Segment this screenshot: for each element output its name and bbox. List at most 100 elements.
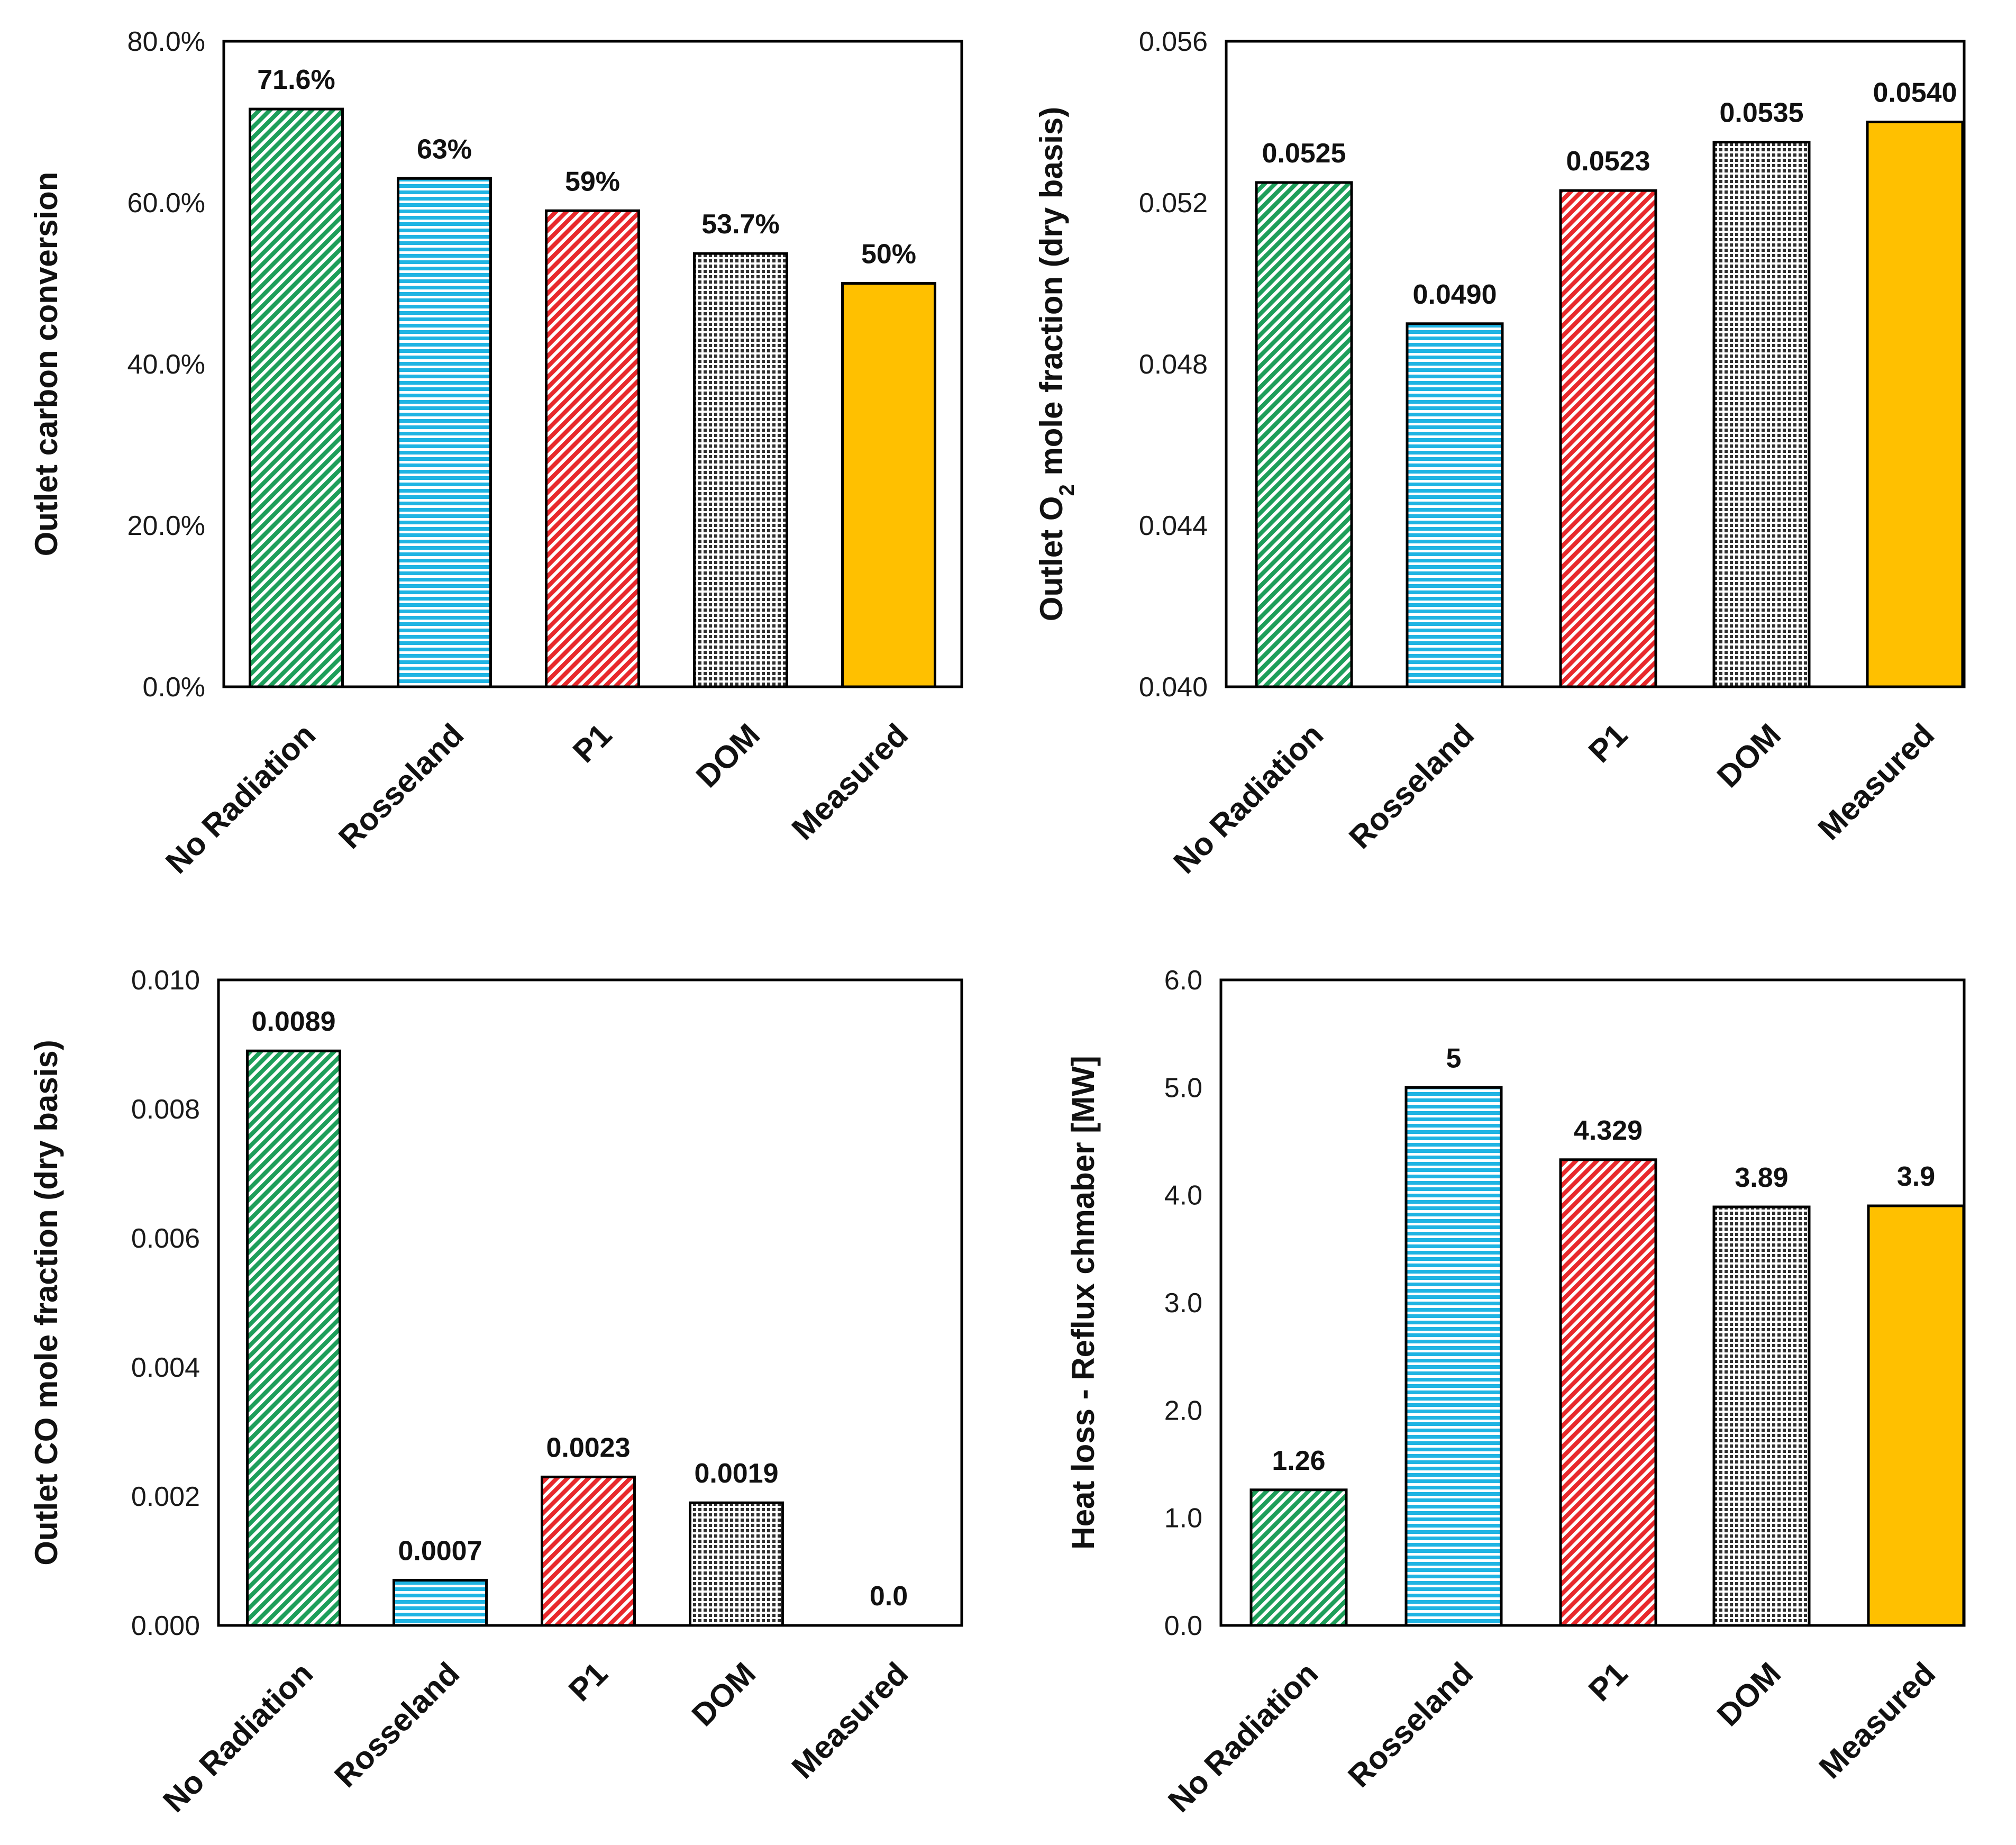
data-label-measured: 0.0 <box>870 1581 908 1612</box>
panel-o2: 0.040 0.044 0.048 0.052 0.056 0.0525 0.0490 0.… <box>1034 26 1966 880</box>
bars <box>1255 121 1964 688</box>
y-tick-label: 0.006 <box>131 1223 200 1254</box>
category-label-p1: P1 <box>1582 717 1634 769</box>
bar-dom <box>1712 141 1811 688</box>
y-tick-label: 3.0 <box>1164 1288 1202 1319</box>
bar-dom <box>693 252 788 688</box>
category-labels: No Radiation Rosseland P1 DOM Measured <box>156 1656 915 1819</box>
y-tick-label: 80.0% <box>127 26 205 57</box>
category-labels: No Radiation Rosseland P1 DOM Measured <box>1166 717 1941 880</box>
category-label-p1: P1 <box>1582 1656 1634 1708</box>
y-tick-label: 20.0% <box>127 511 205 541</box>
y-tick-label: 0.040 <box>1139 672 1208 703</box>
bar-p1 <box>1559 189 1657 688</box>
y-tick-label: 40.0% <box>127 349 205 380</box>
bar-rosseland <box>393 1579 488 1627</box>
y-tick-label: 0.010 <box>131 965 200 996</box>
y-axis-label: Outlet O2 mole fraction (dry basis) <box>1034 107 1079 621</box>
category-label-measured: Measured <box>785 1656 915 1785</box>
data-label-no-radiation: 1.26 <box>1272 1446 1325 1476</box>
data-label-p1: 4.329 <box>1574 1115 1643 1146</box>
y-tick-label: 1.0 <box>1164 1503 1202 1534</box>
data-label-measured: 3.9 <box>1897 1161 1935 1192</box>
category-label-measured: Measured <box>1811 717 1941 847</box>
category-label-no-radiation: No Radiation <box>156 1656 320 1819</box>
y-axis-label-post: mole fraction (dry basis) <box>1034 107 1069 485</box>
data-label-rosseland: 0.0490 <box>1412 279 1497 310</box>
data-label-dom: 0.0535 <box>1719 98 1803 129</box>
data-label-dom: 0.0019 <box>694 1458 778 1489</box>
y-tick-label: 60.0% <box>127 188 205 219</box>
panel-carbon: 0.0% 20.0% 40.0% 60.0% 80.0% 71.6% 63% 59% 53.7… <box>29 26 963 880</box>
category-label-rosseland: Rosseland <box>327 1656 466 1794</box>
bars <box>1249 1086 1965 1627</box>
y-axis-label-sub: 2 <box>1055 484 1079 496</box>
bar-rosseland <box>1404 1086 1503 1627</box>
data-labels: 0.0525 0.0490 0.0523 0.0535 0.0540 <box>1262 78 1957 310</box>
y-tick-labels: 0.0% 20.0% 40.0% 60.0% 80.0% <box>127 26 205 703</box>
y-tick-labels: 0.000 0.002 0.004 0.006 0.008 0.010 <box>131 965 200 1641</box>
category-label-no-radiation: No Radiation <box>159 717 322 880</box>
y-tick-label: 0.044 <box>1139 511 1208 541</box>
category-label-dom: DOM <box>689 717 767 794</box>
bar-p1 <box>545 209 640 688</box>
y-axis-label: Outlet carbon conversion <box>29 172 64 557</box>
bar-p1 <box>541 1475 636 1627</box>
category-labels: No Radiation Rosseland P1 DOM Measured <box>159 717 915 880</box>
y-tick-label: 2.0 <box>1164 1395 1202 1426</box>
category-label-rosseland: Rosseland <box>1341 1656 1480 1794</box>
y-tick-labels: 0.040 0.044 0.048 0.052 0.056 <box>1139 26 1208 703</box>
bar-p1 <box>1559 1158 1657 1627</box>
category-label-no-radiation: No Radiation <box>1166 717 1330 880</box>
bar-measured <box>1867 1204 1965 1627</box>
y-axis-label: Heat loss - Reflux chmaber [MW] <box>1065 1056 1101 1550</box>
category-label-rosseland: Rosseland <box>332 717 470 856</box>
data-label-no-radiation: 0.0525 <box>1262 138 1346 169</box>
bar-no-radiation <box>1255 181 1353 688</box>
category-label-measured: Measured <box>1812 1656 1942 1785</box>
data-label-rosseland: 5 <box>1446 1043 1462 1074</box>
bar-rosseland <box>397 177 492 688</box>
y-tick-label: 0.008 <box>131 1094 200 1125</box>
data-label-measured: 50% <box>861 239 916 270</box>
bar-measured <box>841 282 936 688</box>
y-tick-label: 4.0 <box>1164 1180 1202 1211</box>
data-label-dom: 3.89 <box>1735 1162 1788 1193</box>
category-labels: No Radiation Rosseland P1 DOM Measured <box>1161 1656 1942 1819</box>
bar-no-radiation <box>1249 1488 1348 1627</box>
bars <box>246 1049 784 1627</box>
bars <box>249 107 936 688</box>
category-label-measured: Measured <box>785 717 915 847</box>
bar-no-radiation <box>249 107 344 688</box>
data-label-rosseland: 63% <box>417 134 472 165</box>
y-tick-label: 0.000 <box>131 1611 200 1641</box>
data-label-dom: 53.7% <box>701 209 779 240</box>
category-label-p1: P1 <box>562 1656 614 1708</box>
data-label-measured: 0.0540 <box>1873 78 1957 108</box>
category-label-p1: P1 <box>566 717 618 769</box>
bar-dom <box>1712 1205 1811 1627</box>
y-axis-label-pre: Outlet O <box>1034 496 1069 622</box>
bar-measured <box>1866 121 1964 688</box>
category-label-dom: DOM <box>1710 1656 1787 1733</box>
y-tick-label: 0.056 <box>1139 26 1208 57</box>
data-label-no-radiation: 0.0089 <box>251 1006 335 1037</box>
data-label-p1: 59% <box>565 166 620 197</box>
category-label-dom: DOM <box>685 1656 762 1733</box>
y-tick-label: 0.0% <box>142 672 205 703</box>
category-label-rosseland: Rosseland <box>1342 717 1481 856</box>
data-label-rosseland: 0.0007 <box>398 1536 482 1567</box>
category-label-no-radiation: No Radiation <box>1161 1656 1325 1819</box>
y-tick-label: 6.0 <box>1164 965 1202 996</box>
bar-dom <box>689 1501 784 1627</box>
category-label-dom: DOM <box>1710 717 1787 794</box>
y-tick-label: 0.048 <box>1139 349 1208 380</box>
data-labels: 0.0089 0.0007 0.0023 0.0019 0.0 <box>251 1006 908 1612</box>
y-tick-label: 0.004 <box>131 1352 200 1383</box>
data-labels: 71.6% 63% 59% 53.7% 50% <box>257 65 916 269</box>
y-tick-label: 0.052 <box>1139 188 1208 219</box>
data-label-p1: 0.0023 <box>546 1432 630 1463</box>
